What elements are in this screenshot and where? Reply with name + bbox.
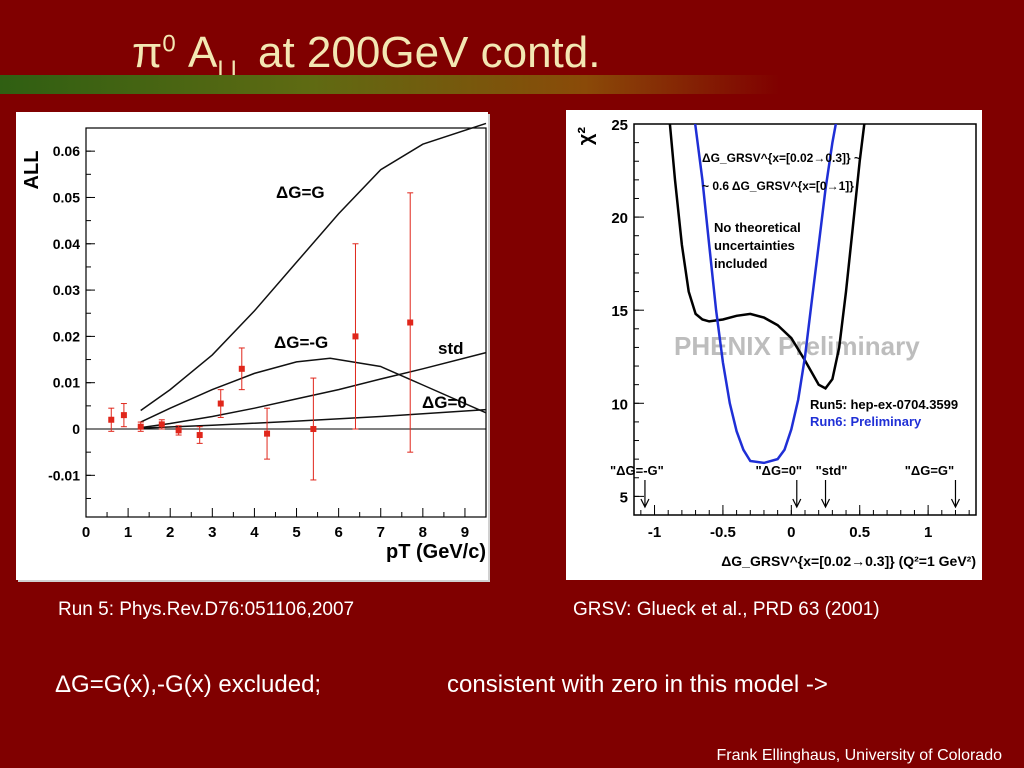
relation-line2: ~ 0.6 ΔG_GRSV^{x=[0→1]} [702, 179, 854, 193]
bottom-right-text: consistent with zero in this model -> [447, 671, 828, 698]
curve-label: ΔG=-G [274, 333, 328, 352]
y-tick-label: 25 [611, 117, 628, 134]
y-tick-label: 5 [620, 489, 628, 506]
y-tick-label: -0.01 [48, 467, 80, 483]
footer-credit: Frank Ellinghaus, University of Colorado [716, 747, 1002, 764]
title-rest: at 200GeV contd. [258, 28, 601, 77]
y-tick-label: 0 [72, 421, 80, 437]
title-a: A [187, 28, 218, 77]
y-tick-label: 0.05 [53, 189, 80, 205]
legend-run6: Run6: Preliminary [810, 414, 922, 429]
theory-curve [140, 351, 487, 429]
data-point [352, 333, 359, 340]
y-axis-label: χ² [575, 127, 597, 146]
note-line: included [714, 256, 768, 271]
x-tick-label: 7 [377, 524, 385, 541]
all-chart-panel: -0.01 0 0.01 0.02 0.03 0.04 0.05 0.06 0 1 2 3 4 5 6 7 8 9… [16, 112, 488, 580]
theory-curve [140, 408, 487, 429]
data-point [108, 416, 115, 423]
marker-label: "ΔG=G" [905, 463, 955, 478]
x-tick-label: 0 [82, 524, 90, 541]
title-superscript: 0 [162, 30, 176, 58]
curve-label: ΔG=G [276, 183, 325, 202]
x-tick-label: 1 [924, 524, 932, 541]
all-chart: -0.01 0 0.01 0.02 0.03 0.04 0.05 0.06 0 1 2 3 4 5 6 7 8 9… [21, 122, 487, 563]
y-tick-label: 0.04 [53, 236, 80, 252]
data-point [264, 430, 271, 437]
title-underline-bar [0, 75, 780, 94]
x-tick-label: 4 [250, 524, 259, 541]
data-point [196, 432, 203, 439]
x-tick-label: 8 [419, 524, 427, 541]
title-pi: π [132, 28, 163, 77]
marker-arrowhead [792, 498, 802, 509]
y-tick-label: 0.06 [53, 143, 80, 159]
x-tick-label: -0.5 [710, 524, 736, 541]
marker-label: "ΔG=0" [755, 463, 802, 478]
data-point [238, 365, 245, 372]
x-axis-label: pT (GeV/c) [386, 541, 486, 563]
marker-arrowhead [820, 498, 831, 509]
slide-title: π0 ALL at 200GeV contd. [132, 28, 600, 84]
chi2-chart-panel: PHENIX Preliminary 5 10 15 20 25 -1 -0.5 0 0.5 1 χ²… [566, 110, 982, 580]
x-tick-label: 9 [461, 524, 469, 541]
y-tick-label: 0.03 [53, 282, 80, 298]
theory-curve [140, 122, 487, 412]
y-tick-label: 0.02 [53, 328, 80, 344]
x-tick-label: 6 [334, 524, 342, 541]
curve-label: ΔG=0 [422, 393, 467, 412]
note-line: uncertainties [714, 238, 795, 253]
x-tick-label: 1 [124, 524, 132, 541]
chi2-curve [693, 124, 838, 465]
y-tick-label: 0.01 [53, 375, 80, 391]
x-tick-label: 2 [166, 524, 174, 541]
x-tick-label: 3 [208, 524, 216, 541]
data-point [158, 421, 165, 428]
bottom-left-text: ΔG=G(x),-G(x) excluded; [55, 671, 322, 698]
data-point [175, 427, 182, 434]
plot-frame [85, 127, 487, 518]
relation-line1: ΔG_GRSV^{x=[0.02→0.3]} ~ [702, 151, 861, 165]
marker-label: "std" [816, 463, 848, 478]
caption-left: Run 5: Phys.Rev.D76:051106,2007 [58, 599, 355, 620]
x-tick-label: 5 [292, 524, 300, 541]
x-axis-label: ΔG_GRSV^{x=[0.02→0.3]} (Q²=1 GeV²) [721, 553, 976, 569]
y-tick-label: 10 [611, 396, 628, 413]
chi2-curve [668, 124, 866, 391]
x-tick-label: 0.5 [849, 524, 870, 541]
data-point [217, 400, 224, 407]
x-tick-label: 0 [787, 524, 795, 541]
curve-label: std [438, 339, 464, 358]
marker-arrowhead [950, 498, 961, 509]
x-tick-label: -1 [648, 524, 661, 541]
data-point [310, 426, 317, 433]
legend-run5: Run5: hep-ex-0704.3599 [810, 397, 958, 412]
note-line: No theoretical [714, 220, 801, 235]
y-tick-label: 15 [611, 303, 628, 320]
marker-arrowhead [640, 498, 650, 509]
y-axis-label: ALL [21, 151, 43, 190]
data-point [137, 423, 144, 430]
caption-right: GRSV: Glueck et al., PRD 63 (2001) [573, 599, 880, 620]
theory-curve [140, 357, 487, 423]
marker-label: "ΔG=-G" [610, 463, 664, 478]
data-point [407, 319, 414, 326]
y-tick-label: 20 [611, 210, 628, 227]
data-point [120, 412, 127, 419]
